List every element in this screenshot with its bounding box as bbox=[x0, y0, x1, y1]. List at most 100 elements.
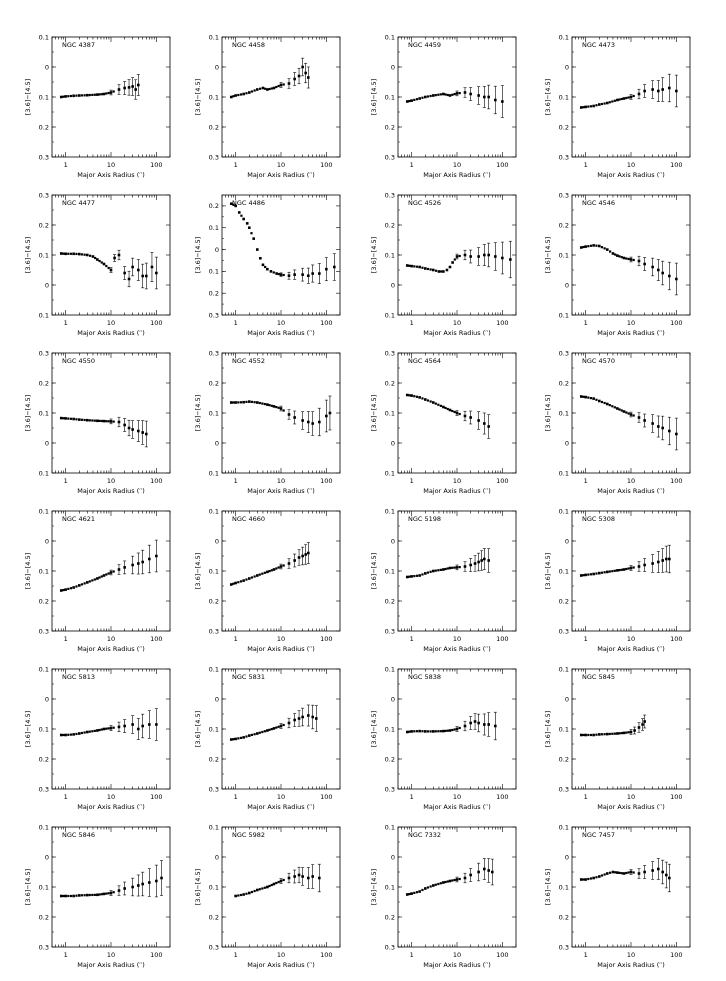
data-point bbox=[266, 729, 269, 732]
data-point bbox=[264, 87, 267, 90]
plot-frame bbox=[51, 826, 171, 948]
data-point bbox=[255, 574, 259, 577]
data-point bbox=[458, 726, 461, 730]
data-point bbox=[287, 562, 291, 565]
data-point bbox=[239, 893, 243, 897]
data-point bbox=[137, 429, 140, 433]
data-point bbox=[263, 402, 266, 406]
data-point bbox=[405, 100, 409, 103]
y-axis-label: [3.6]−[4.5] bbox=[24, 869, 32, 905]
chart-title: NGC 4459 bbox=[408, 41, 441, 49]
data-point bbox=[270, 883, 273, 887]
data-point bbox=[600, 246, 604, 249]
y-tick-label: 0 bbox=[565, 63, 569, 71]
y-axis-label: [3.6]−[4.5] bbox=[370, 711, 378, 747]
data-point bbox=[297, 556, 301, 559]
data-point bbox=[657, 268, 660, 272]
x-tick-label: 1 bbox=[234, 477, 238, 485]
data-point bbox=[451, 728, 454, 732]
data-point bbox=[448, 879, 452, 883]
y-tick-label: 0.1 bbox=[39, 567, 49, 575]
data-point bbox=[131, 265, 134, 269]
data-point bbox=[625, 257, 628, 260]
x-axis-label: Major Axis Radius (′′) bbox=[247, 961, 315, 969]
data-point bbox=[483, 723, 486, 726]
data-point bbox=[501, 256, 504, 260]
chart-title: NGC 5198 bbox=[408, 515, 441, 523]
data-point bbox=[582, 395, 585, 398]
data-point bbox=[442, 568, 445, 571]
x-tick-label: 100 bbox=[496, 161, 508, 169]
data-point bbox=[311, 422, 314, 425]
data-point bbox=[245, 222, 249, 225]
data-point bbox=[112, 570, 115, 573]
chart-panel: 1 10 100 0.1 0 0.1 0.2 0.3 NGC 4546 Major Axis Ra… bbox=[544, 191, 691, 337]
data-point bbox=[141, 560, 144, 564]
y-tick-label: 0 bbox=[45, 695, 49, 703]
y-tick-label: 0.1 bbox=[209, 268, 219, 276]
y-tick-label: 0.3 bbox=[39, 627, 49, 635]
data-point bbox=[67, 417, 70, 420]
data-point bbox=[469, 416, 472, 419]
data-point bbox=[100, 893, 103, 896]
data-point bbox=[434, 730, 437, 733]
x-tick-label: 1 bbox=[584, 635, 588, 643]
data-point bbox=[487, 95, 490, 99]
x-axis-label: Major Axis Radius (′′) bbox=[77, 487, 145, 495]
data-point bbox=[293, 273, 296, 276]
data-point bbox=[123, 423, 126, 427]
data-point bbox=[469, 255, 472, 258]
data-point bbox=[91, 419, 94, 422]
data-point bbox=[148, 723, 151, 726]
x-axis-label: Major Axis Radius (′′) bbox=[77, 171, 145, 179]
data-point bbox=[75, 418, 78, 421]
y-axis-label: [3.6]−[4.5] bbox=[24, 711, 32, 747]
data-point bbox=[269, 270, 273, 273]
data-point bbox=[275, 85, 278, 89]
x-axis-label: Major Axis Radius (′′) bbox=[597, 803, 665, 811]
x-tick-label: 10 bbox=[107, 477, 115, 485]
data-point bbox=[88, 730, 91, 733]
y-tick-label: 0 bbox=[215, 63, 219, 71]
chart-panel: 1 10 100 0.1 0 0.1 0.2 0.3 NGC 4477 Major Axis Ra… bbox=[24, 191, 171, 337]
data-point bbox=[637, 726, 641, 729]
data-point bbox=[627, 567, 630, 570]
y-axis-label: [3.6]−[4.5] bbox=[194, 711, 202, 747]
x-tick-label: 100 bbox=[320, 635, 332, 643]
data-point bbox=[141, 431, 144, 434]
data-point bbox=[442, 729, 445, 733]
data-point bbox=[93, 419, 96, 422]
data-point bbox=[405, 893, 409, 896]
data-point bbox=[455, 92, 459, 95]
chart-title: NGC 4477 bbox=[62, 199, 95, 207]
x-tick-label: 1 bbox=[584, 319, 588, 327]
data-point bbox=[78, 252, 81, 256]
x-tick-label: 100 bbox=[320, 319, 332, 327]
y-tick-label: 0.3 bbox=[39, 191, 49, 199]
data-point bbox=[141, 724, 144, 728]
data-point bbox=[301, 715, 304, 719]
data-point bbox=[232, 95, 235, 98]
data-point bbox=[242, 217, 245, 221]
y-tick-label: 0 bbox=[45, 537, 49, 545]
data-point bbox=[287, 274, 291, 278]
data-point bbox=[605, 872, 609, 875]
data-point bbox=[237, 211, 241, 214]
x-axis-label: Major Axis Radius (′′) bbox=[597, 487, 665, 495]
y-axis-label: [3.6]−[4.5] bbox=[370, 553, 378, 589]
data-point bbox=[67, 587, 70, 590]
plot-frame bbox=[571, 668, 691, 790]
data-point bbox=[483, 95, 486, 99]
data-point bbox=[629, 258, 633, 261]
x-tick-label: 10 bbox=[453, 793, 461, 801]
data-point bbox=[442, 92, 445, 96]
data-point bbox=[582, 878, 585, 881]
data-point bbox=[483, 422, 486, 425]
data-point bbox=[69, 587, 73, 590]
y-tick-label: 0 bbox=[45, 281, 49, 289]
data-point bbox=[287, 413, 291, 416]
data-point bbox=[258, 888, 261, 891]
data-point bbox=[293, 559, 296, 562]
data-point bbox=[237, 401, 240, 404]
data-point bbox=[307, 551, 310, 555]
